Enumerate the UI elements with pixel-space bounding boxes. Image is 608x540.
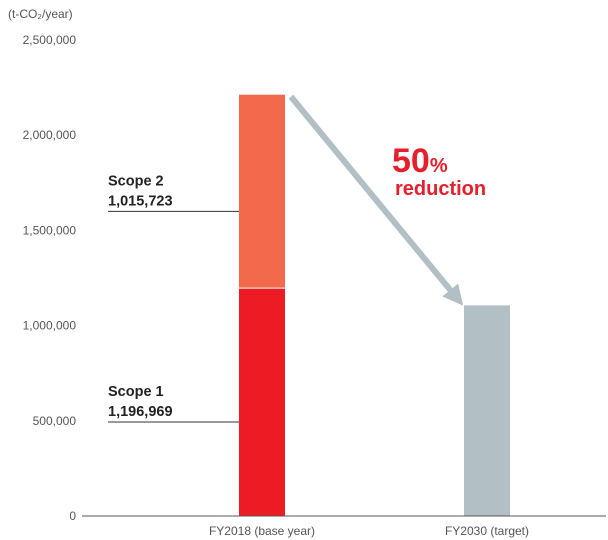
- reduction-annotation-percent: 50%: [392, 142, 448, 180]
- x-category-label: FY2018 (base year): [209, 524, 315, 538]
- reduction-annotation-text: reduction: [395, 178, 486, 200]
- bar-scope-1-0: [239, 288, 285, 516]
- y-axis-tick-labels: 0 500,000 1,000,000 1,500,000 2,000,000 2,500…: [23, 33, 77, 523]
- series-value-label: 1,015,723: [108, 193, 173, 209]
- bar-target-1: [464, 305, 510, 516]
- series-labels: Scope 1 1,196,969 Scope 2 1,015,723: [108, 173, 173, 420]
- bars: [239, 94, 510, 516]
- reduction-arrow: [288, 94, 464, 306]
- reduction-percent-sign: %: [430, 155, 448, 177]
- y-tick-label: 1,500,000: [23, 223, 77, 237]
- y-tick-label: 2,500,000: [23, 33, 77, 47]
- x-axis-category-labels: FY2018 (base year) FY2030 (target): [209, 524, 529, 538]
- y-axis-unit-label: (t-CO₂/year): [8, 7, 73, 21]
- y-tick-label: 2,000,000: [23, 128, 77, 142]
- y-tick-label: 0: [69, 509, 76, 523]
- series-value-label: 1,196,969: [108, 404, 173, 420]
- y-tick-label: 1,000,000: [23, 319, 77, 333]
- series-name-label: Scope 2: [108, 173, 164, 189]
- y-tick-label: 500,000: [33, 414, 77, 428]
- bar-scope-2-0: [239, 94, 285, 289]
- leader-lines: [108, 210, 239, 423]
- x-category-label: FY2030 (target): [445, 524, 529, 538]
- series-name-label: Scope 1: [108, 384, 164, 400]
- reduction-number: 50: [392, 142, 430, 180]
